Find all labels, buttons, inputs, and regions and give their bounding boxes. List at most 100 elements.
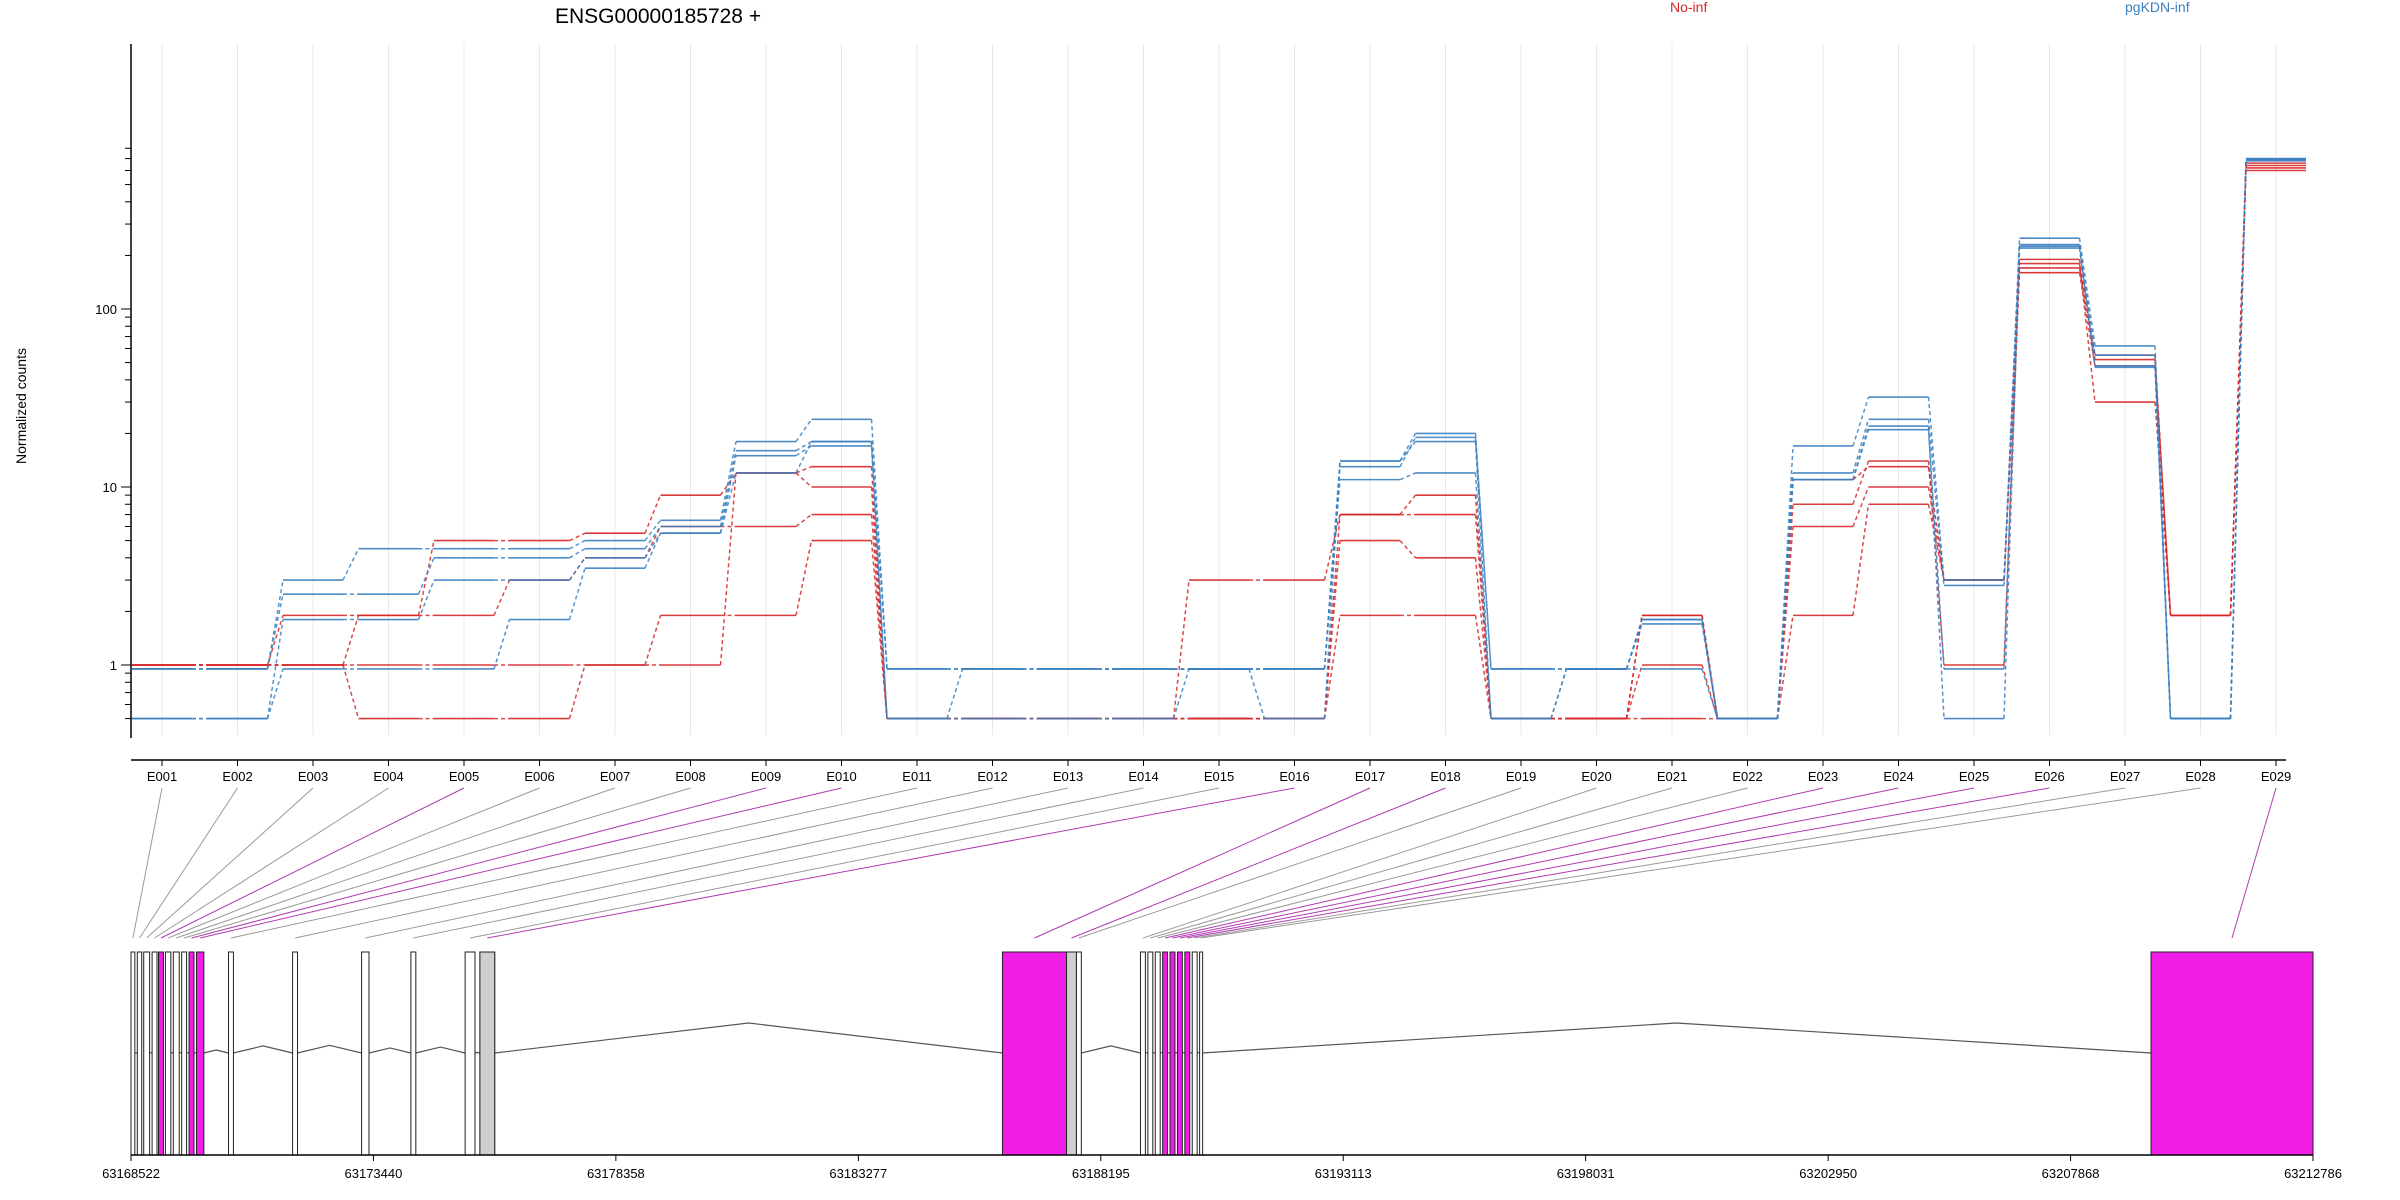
connector-e029 <box>2231 787 2277 939</box>
series-3-step-16 <box>1399 494 1417 516</box>
series-7-step-15 <box>1323 460 1341 719</box>
exon-label-e018: E018 <box>1430 769 1460 784</box>
series-3-step-8 <box>795 513 812 528</box>
exon-label-e015: E015 <box>1204 769 1234 784</box>
series-7-step-19 <box>1625 619 1643 670</box>
series-6-step-6 <box>644 532 662 559</box>
exon-box-e014 <box>410 951 417 1156</box>
vertical-grid <box>161 44 2277 735</box>
connector-e025 <box>1179 787 1975 939</box>
series-0-step-21 <box>1776 504 1794 719</box>
y-tick-label-100: 100 <box>95 302 117 317</box>
connector-e013 <box>365 787 1069 939</box>
connector-e022 <box>1157 787 1748 939</box>
series-5-step-7 <box>719 450 737 527</box>
exon-box-e024 <box>1169 951 1176 1156</box>
exon-box-e011 <box>228 951 234 1156</box>
series-3-step-4 <box>493 579 511 616</box>
chart-title: ENSG00000185728 + <box>555 5 761 28</box>
series-2-step-9 <box>870 540 888 719</box>
exon-label-e021: E021 <box>1657 769 1687 784</box>
gene-model <box>130 951 2314 1156</box>
exon-box-e001 <box>130 951 136 1156</box>
intron-12 <box>297 1044 362 1054</box>
exon-box-e025 <box>1176 951 1183 1156</box>
series-6-step-13 <box>1172 668 1190 719</box>
series-5-step-1 <box>266 594 284 670</box>
exon-label-e014: E014 <box>1128 769 1158 784</box>
connector-e010 <box>200 787 842 939</box>
series-0-step-13 <box>1172 579 1190 719</box>
series-lines <box>132 157 2306 720</box>
intron-19 <box>1081 1045 1141 1054</box>
exon-connectors <box>132 787 2277 939</box>
intron-15 <box>474 1051 481 1054</box>
coordinate-label-63168522: 63168522 <box>102 1166 160 1181</box>
exon-label-e025: E025 <box>1959 769 1989 784</box>
series-0-step-20 <box>1701 664 1719 719</box>
connector-e020 <box>1142 787 1597 939</box>
series-4-step-5 <box>569 539 586 550</box>
series-3-step-6 <box>644 526 662 559</box>
exon-box-e002 <box>136 951 143 1156</box>
connector-e004 <box>154 787 389 939</box>
intron-14 <box>415 1046 466 1054</box>
series-5-step-3 <box>417 557 435 595</box>
series-5-step-25 <box>2078 244 2096 356</box>
exon-box-e003 <box>143 951 151 1156</box>
connector-e014 <box>413 787 1144 939</box>
exon-shaded-e018 <box>1066 951 1077 1156</box>
series-0-step-22 <box>1852 460 1870 505</box>
series-7-step-24 <box>2003 246 2021 669</box>
series-3-step-17 <box>1474 495 1492 719</box>
exon-shaded-e016 <box>479 951 496 1156</box>
y-tick-label-1: 1 <box>110 658 117 673</box>
exon-box-e021 <box>1147 951 1154 1156</box>
exon-label-e027: E027 <box>2110 769 2140 784</box>
exon-box-e012 <box>292 951 299 1156</box>
genomic-coordinate-axis: 63168522 63173440 63178358 63183277 63188195… <box>102 1154 2342 1181</box>
connector-e007 <box>176 787 616 939</box>
exon-label-e002: E002 <box>222 769 252 784</box>
exon-label-e022: E022 <box>1732 769 1762 784</box>
coordinate-label-63212786: 63212786 <box>2284 1166 2342 1181</box>
exon-box-e020 <box>1139 951 1146 1156</box>
series-7-step-14 <box>1248 668 1266 719</box>
series-1-step-16 <box>1399 540 1417 559</box>
series-4-step-6 <box>644 519 662 542</box>
series-7-step-6 <box>644 532 662 569</box>
series-6-step-24 <box>2003 248 2021 719</box>
series-7-step-27 <box>2229 159 2247 719</box>
series-2-step-15 <box>1323 615 1341 719</box>
series-0-step-23 <box>1927 460 1945 666</box>
exon-label-e007: E007 <box>600 769 630 784</box>
connector-e019 <box>1078 787 1522 939</box>
y-axis-label: Normalized counts <box>13 348 29 464</box>
exon-box-e004 <box>151 951 158 1156</box>
series-3-step-27 <box>2229 163 2247 616</box>
connector-e016 <box>487 787 1295 939</box>
coordinate-label-63198031: 63198031 <box>1557 1166 1615 1181</box>
series-7-step-21 <box>1776 479 1794 719</box>
legend-pgkdn-inf: pgKDN-inf <box>2125 0 2190 15</box>
connector-e028 <box>1200 787 2201 939</box>
exon-box-e009 <box>188 951 195 1156</box>
exon-label-e012: E012 <box>977 769 1007 784</box>
series-5-step-17 <box>1474 437 1492 670</box>
intron-10 <box>203 1049 229 1054</box>
exon-box-e015 <box>464 951 476 1156</box>
connector-e011 <box>230 787 918 939</box>
series-7-step-5 <box>568 567 586 620</box>
series-5-step-20 <box>1701 668 1719 719</box>
coordinate-label-63193113: 63193113 <box>1315 1166 1372 1181</box>
connector-e023 <box>1165 787 1824 939</box>
exon-box-e028 <box>1199 951 1204 1156</box>
series-7-step-4 <box>493 619 511 670</box>
coordinate-label-63173440: 63173440 <box>345 1166 403 1181</box>
series-5-step-5 <box>569 548 586 559</box>
coordinate-label-63183277: 63183277 <box>829 1166 887 1181</box>
series-6-step-23 <box>1927 426 1945 719</box>
exon-label-e004: E004 <box>373 769 403 784</box>
series-0-step-7 <box>719 472 737 666</box>
